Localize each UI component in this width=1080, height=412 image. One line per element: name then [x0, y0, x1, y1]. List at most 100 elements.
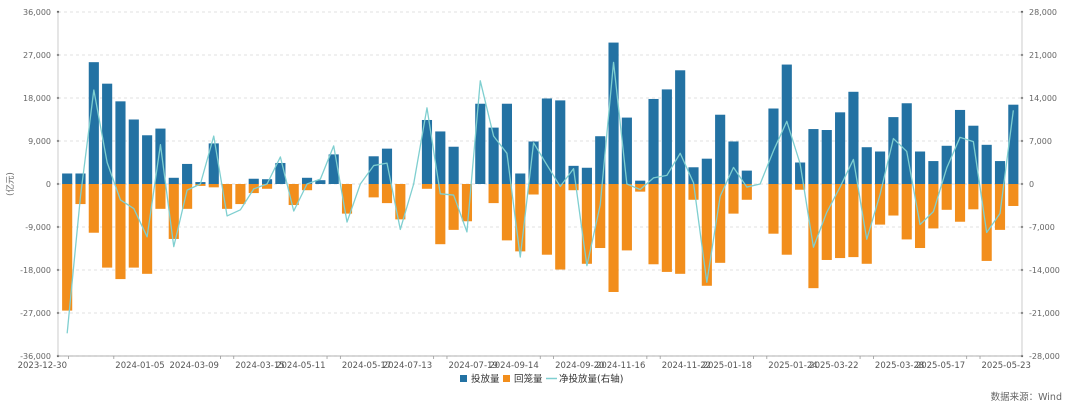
outflow-bar [928, 184, 939, 229]
inflow-bar [515, 173, 526, 184]
legend-swatch [503, 375, 510, 382]
inflow-bar [528, 141, 539, 184]
inflow-bar [248, 178, 259, 184]
outflow-bar [235, 184, 246, 205]
inflow-bar [262, 179, 273, 184]
outflow-bar [941, 184, 952, 210]
x-tick-label: 2023-12-30 [18, 361, 67, 371]
outflow-bar [142, 184, 153, 274]
inflow-bar [608, 42, 619, 184]
outflow-bar [501, 184, 512, 241]
inflow-bar [701, 158, 712, 184]
left-tick-label: -36,000 [20, 352, 51, 361]
x-tick-label: 2024-03-09 [170, 361, 219, 371]
inflow-bar [954, 109, 966, 184]
outflow-bar [115, 184, 126, 280]
outflow-bar [675, 184, 686, 274]
inflow-bar [821, 130, 832, 184]
outflow-bar [595, 184, 606, 249]
inflow-bar [501, 103, 512, 184]
outflow-bar [994, 184, 1006, 230]
inflow-bar [328, 154, 339, 184]
outflow-bar [795, 184, 806, 190]
outflow-bar [448, 184, 459, 230]
outflow-bar [421, 184, 433, 189]
x-tick-label: 2025-03-22 [809, 361, 858, 371]
inflow-bar [728, 141, 739, 184]
left-tick-label: 36,000 [23, 8, 51, 17]
inflow-bar [155, 128, 166, 184]
inflow-bar [768, 108, 779, 184]
bars [62, 42, 1019, 311]
right-axis: 28,000 21,000 14,000 7,000 0 -7,000 -14,000 -21… [1020, 8, 1060, 361]
outflow-bar [914, 184, 926, 249]
inflow-bar [741, 170, 752, 184]
right-tick-label: 28,000 [1029, 8, 1057, 17]
left-tick-label: 0 [46, 180, 51, 189]
right-tick-label: 7,000 [1029, 137, 1052, 146]
inflow-bar [875, 151, 886, 184]
legend-label: 投放量 [471, 373, 500, 385]
outflow-bar [648, 184, 659, 265]
outflow-bar [208, 184, 219, 188]
left-axis-unit: (亿元) [5, 172, 16, 196]
x-tick-label: 2024-05-17 [342, 361, 391, 371]
inflow-bar [994, 161, 1006, 184]
inflow-bar [928, 161, 939, 184]
right-tick-label: -28,000 [1029, 352, 1060, 361]
inflow-bar [914, 151, 926, 184]
inflow-bar [981, 144, 992, 184]
net-line-path [66, 61, 1014, 334]
x-tick-label: 2025-05-17 [916, 361, 965, 371]
outflow-bar [741, 184, 752, 200]
outflow-bar [155, 184, 166, 209]
inflow-bar [835, 112, 846, 184]
inflow-bar [675, 70, 686, 184]
x-tick-label: 2024-09-20 [555, 361, 604, 371]
x-tick-label: 2025-03-28 [875, 361, 924, 371]
outflow-bar [581, 184, 592, 264]
inflow-bar [1008, 104, 1019, 184]
legend-swatch [460, 375, 467, 382]
x-tick-label: 2025-01-18 [703, 361, 752, 371]
left-axis: 36,000 27,000 18,000 9,000 0 -9,000 -18,000 -27… [20, 8, 60, 361]
inflow-bar [182, 163, 193, 184]
legend-label: 回笼量 [514, 373, 543, 385]
outflow-bar [888, 184, 899, 216]
inflow-bar [648, 98, 659, 184]
outflow-bar [301, 184, 313, 191]
outflow-bar [808, 184, 819, 289]
inflow-bar [102, 83, 113, 184]
outflow-bar [128, 184, 139, 268]
outflow-bar [661, 184, 672, 272]
x-tick-label: 2024-11-16 [596, 361, 645, 371]
inflow-bar [795, 162, 806, 184]
outflow-bar [435, 184, 446, 245]
outflow-bar [781, 184, 792, 255]
data-source: 数据来源：Wind [991, 391, 1062, 403]
inflow-bar [635, 180, 646, 184]
inflow-bar [861, 147, 872, 184]
outflow-bar [168, 184, 179, 239]
outflow-bar [102, 184, 113, 268]
outflow-bar [368, 184, 379, 198]
x-tick-label: 2025-01-24 [768, 361, 817, 371]
inflow-bar [715, 114, 726, 184]
outflow-bar [568, 184, 579, 191]
left-tick-label: 18,000 [23, 94, 51, 103]
outflow-bar [88, 184, 99, 233]
inflow-bar [541, 98, 552, 184]
outflow-bar [341, 184, 353, 214]
left-tick-label: 27,000 [23, 51, 51, 60]
outflow-bar [901, 184, 912, 240]
inflow-bar [75, 173, 86, 184]
inflow-bar [368, 156, 379, 184]
inflow-bar [421, 119, 433, 184]
outflow-bar [701, 184, 712, 286]
inflow-bar [941, 145, 952, 184]
outflow-bar [461, 184, 473, 222]
x-tick-label: 2024-07-13 [383, 361, 432, 371]
x-tick-label: 2024-09-14 [489, 361, 538, 371]
right-tick-label: 0 [1029, 180, 1034, 189]
inflow-bar [595, 136, 606, 184]
